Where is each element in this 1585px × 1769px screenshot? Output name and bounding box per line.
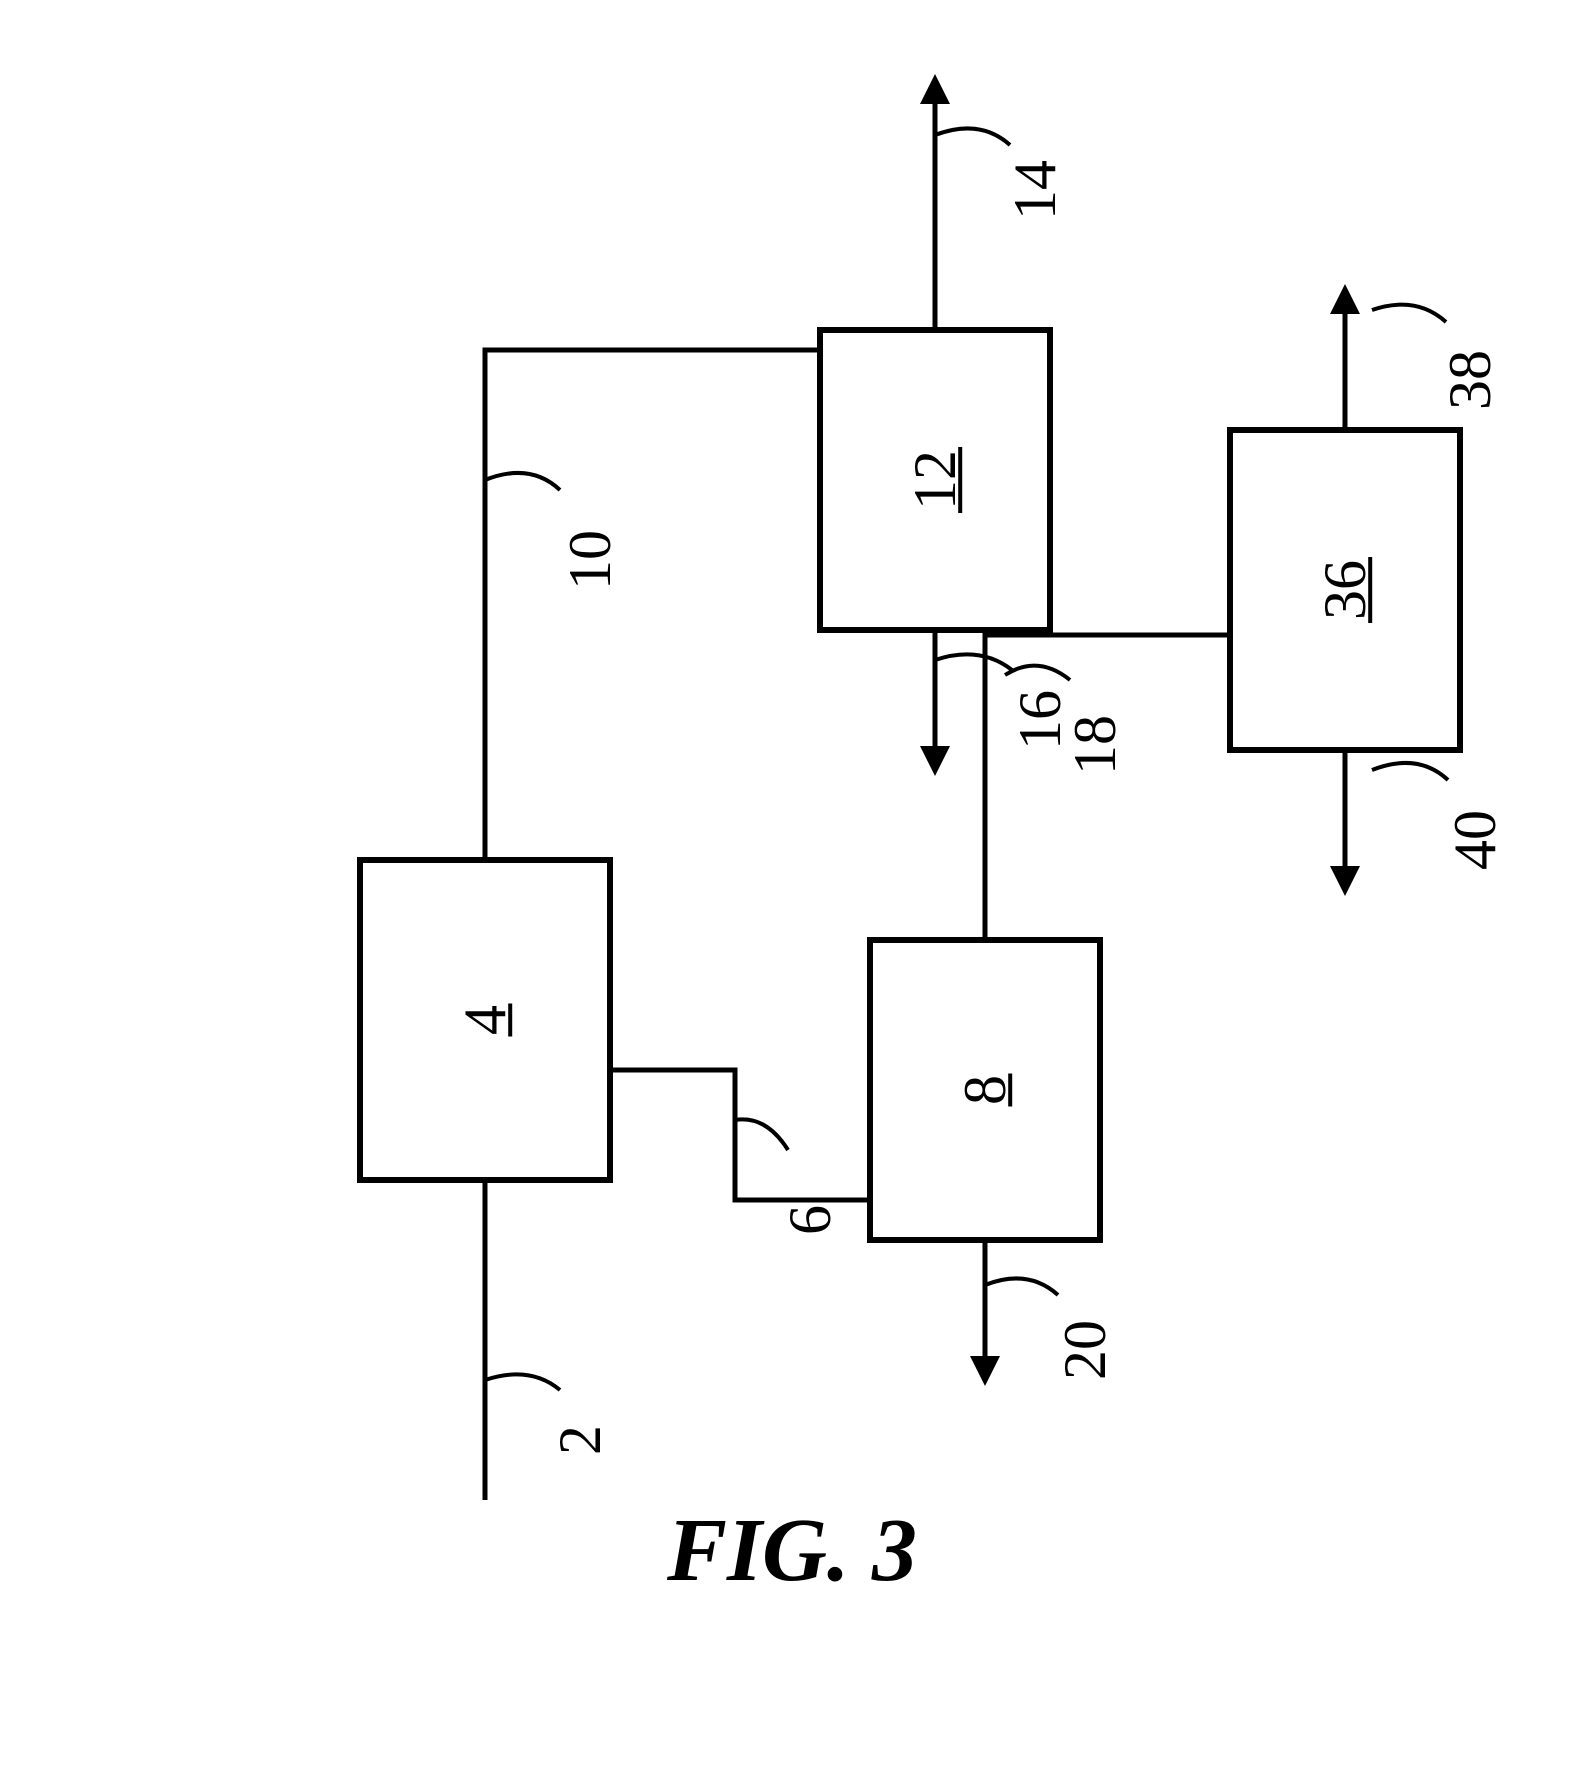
figure-caption: FIG. 3 bbox=[666, 1501, 917, 1600]
box-label-b12: 12 bbox=[902, 450, 968, 510]
leader-l40 bbox=[1372, 763, 1448, 780]
box-label-b36: 36 bbox=[1312, 560, 1378, 620]
leader-l10 bbox=[485, 473, 560, 490]
edge-e18 bbox=[985, 635, 1230, 940]
leader-l2 bbox=[485, 1374, 560, 1390]
leader-l38 bbox=[1372, 305, 1446, 322]
label-l6: 6 bbox=[777, 1205, 843, 1235]
label-l18: 18 bbox=[1062, 715, 1128, 775]
leader-l14 bbox=[935, 128, 1010, 145]
label-l38: 38 bbox=[1437, 350, 1503, 410]
label-l2: 2 bbox=[547, 1425, 613, 1455]
label-l40: 40 bbox=[1442, 810, 1508, 870]
label-l10: 10 bbox=[557, 530, 623, 590]
edge-e10 bbox=[485, 350, 820, 860]
leader-l18 bbox=[1005, 666, 1070, 680]
leader-l16 bbox=[935, 654, 1012, 670]
box-label-b8: 8 bbox=[952, 1075, 1018, 1105]
leader-l20 bbox=[985, 1278, 1058, 1295]
edge-e6 bbox=[610, 1070, 870, 1200]
box-label-b4: 4 bbox=[452, 1005, 518, 1035]
label-l14: 14 bbox=[1002, 160, 1068, 220]
figure-3-diagram: 4128362610141618203840FIG. 3 bbox=[0, 0, 1585, 1769]
label-l20: 20 bbox=[1052, 1320, 1118, 1380]
leader-l6 bbox=[735, 1119, 788, 1150]
